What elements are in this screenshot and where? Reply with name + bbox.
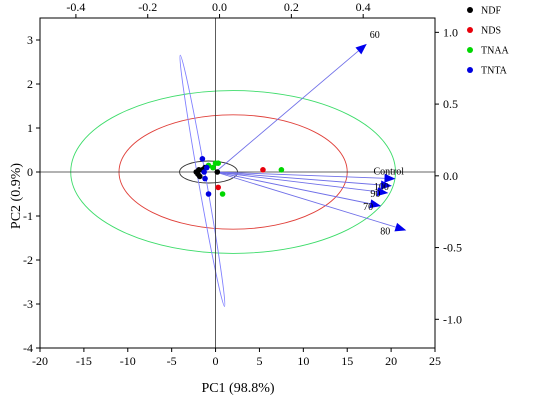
x-tick-label: -20 — [32, 354, 48, 368]
point-NDS-1 — [260, 167, 266, 173]
y-tick-label: -2 — [23, 253, 33, 267]
y-tick-label: -1 — [23, 209, 33, 223]
top-tick-label: 0.0 — [212, 0, 227, 14]
right-tick-label: -1.0 — [443, 312, 462, 326]
point-TNAA-5 — [210, 164, 216, 171]
x-tick-label: 0 — [213, 354, 219, 368]
right-tick-label: 1.0 — [443, 25, 458, 39]
vector-line-90 — [215, 171, 378, 193]
y-tick-label: -3 — [23, 297, 33, 311]
point-NDF-5 — [196, 167, 202, 173]
vector-label-90: 90 — [370, 189, 380, 200]
legend-label-TNAA: TNAA — [481, 46, 510, 57]
point-NDF-6 — [195, 171, 201, 177]
point-TNTA-5 — [201, 169, 207, 175]
x-tick-label: -10 — [120, 354, 136, 368]
vector-label-Control: Control — [374, 167, 405, 178]
point-TNTA-1 — [199, 156, 206, 162]
x-axis-title: PC1 (98.8%) — [201, 381, 274, 396]
vector-line-Control — [215, 171, 385, 179]
zero-lines — [40, 18, 435, 348]
x-tick-label: 5 — [256, 354, 262, 368]
x-tick-label: -5 — [167, 354, 177, 368]
point-NDS-2 — [215, 184, 221, 191]
legend-marker-TNAA — [467, 47, 473, 53]
x-tick-label: 15 — [341, 354, 353, 368]
legend-label-NDF: NDF — [481, 6, 501, 17]
y-tick-label: 2 — [27, 77, 33, 91]
y-tick-label: -4 — [23, 341, 33, 355]
point-TNTA-2 — [203, 164, 210, 171]
vector-arrowhead-100 — [380, 180, 392, 190]
y-tick-label: 1 — [27, 121, 33, 135]
x-tick-label: -15 — [76, 354, 92, 368]
vector-line-60 — [215, 50, 359, 173]
x-tick-label: 25 — [429, 354, 441, 368]
right-tick-label: -0.5 — [443, 241, 462, 255]
point-TNTA-3 — [202, 175, 208, 182]
legend: NDF NDS TNAA TNTA — [467, 6, 510, 77]
vector-arrowhead-70 — [369, 199, 382, 209]
y-tick-label: 3 — [27, 33, 33, 47]
x-tick-label: 10 — [297, 354, 309, 368]
vector-line-70 — [215, 171, 371, 205]
y-tick-label: 0 — [27, 165, 33, 179]
top-tick-label: -0.2 — [138, 0, 157, 14]
point-TNTA-4 — [205, 191, 212, 197]
vector-line-80 — [215, 171, 396, 228]
point-TNAA-2 — [219, 191, 226, 197]
y-axis-title: PC2 (0.9%) — [9, 163, 24, 229]
vector-label-80: 80 — [380, 226, 390, 237]
vector-arrowhead-90 — [376, 187, 389, 197]
score-points — [193, 156, 285, 197]
top-tick-label: 0.4 — [356, 0, 371, 14]
point-NDF-7 — [214, 169, 221, 175]
plot-frame — [39, 17, 436, 349]
legend-label-TNTA: TNTA — [481, 66, 508, 77]
vector-arrowhead-80 — [394, 222, 407, 232]
vector-line-100 — [215, 171, 381, 186]
vector-arrowhead-60 — [355, 43, 367, 55]
right-tick-label: 0.0 — [443, 169, 458, 183]
top-tick-label: 0.2 — [284, 0, 299, 14]
vector-arrowhead-Control — [384, 173, 396, 183]
confidence-ellipses — [70, 54, 396, 307]
right-tick-label: 0.5 — [443, 97, 458, 111]
vector-label-60: 60 — [370, 30, 380, 41]
legend-marker-TNTA — [467, 67, 473, 73]
legend-marker-NDS — [467, 27, 473, 33]
plot-border — [39, 17, 436, 349]
top-tick-label: -0.4 — [66, 0, 85, 14]
legend-label-NDS: NDS — [481, 26, 501, 37]
legend-marker-NDF — [467, 7, 473, 13]
x-tick-label: 20 — [385, 354, 397, 368]
point-TNAA-1 — [278, 167, 285, 173]
point-TNAA-6 — [212, 160, 219, 166]
vector-label-100: 100 — [374, 182, 389, 193]
vector-label-70: 70 — [363, 202, 373, 213]
